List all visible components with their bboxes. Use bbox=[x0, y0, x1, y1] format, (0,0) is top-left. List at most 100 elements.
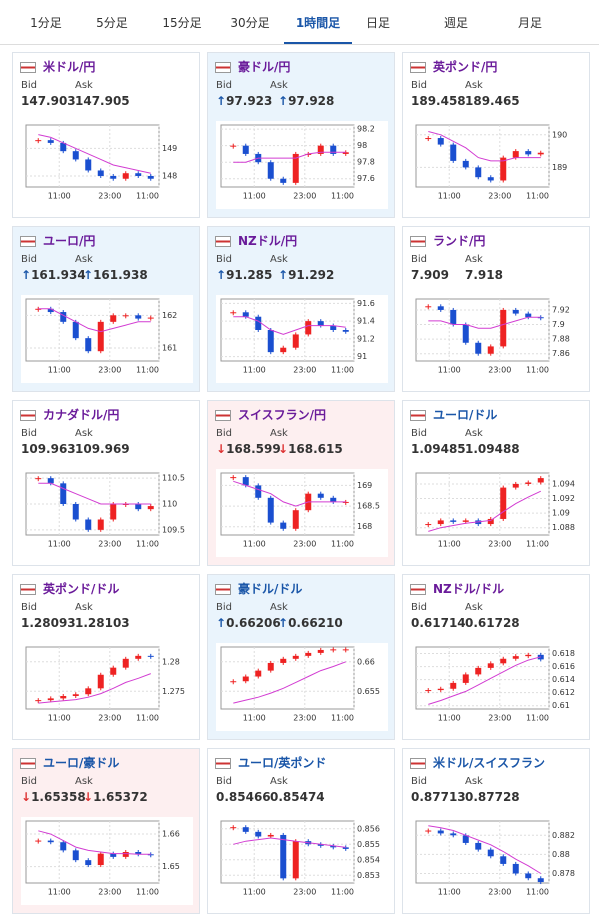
y-tick-label: 1.092 bbox=[552, 494, 575, 503]
rate-card[interactable]: 豪ドル/円 Bid Ask ↑97.923 ↑97.928 11:00 23:00 11:00… bbox=[207, 52, 395, 218]
tab[interactable]: 30分足 bbox=[230, 16, 270, 30]
rate-card[interactable]: 米ドル/円 Bid Ask 147.903 147.905 11:00 23:00 11:00… bbox=[12, 52, 200, 218]
rate-card[interactable]: 英ポンド/円 Bid Ask 189.458 189.465 11:00 23:00 11:0… bbox=[402, 52, 590, 218]
mini-chart: 11:00 23:00 11:00 1.66 1.65 bbox=[21, 817, 193, 905]
tab[interactable]: 1分足 bbox=[30, 16, 62, 30]
rate-card[interactable]: ユーロ/英ポンド Bid Ask 0.85466 0.85474 11:00 23:00 11… bbox=[207, 748, 395, 914]
y-tick-label: 189 bbox=[552, 163, 567, 172]
tab[interactable]: 日足 bbox=[365, 16, 390, 30]
tab[interactable]: 週足 bbox=[443, 16, 468, 30]
ask-label: Ask bbox=[465, 602, 483, 613]
x-tick-label: 11:00 bbox=[136, 888, 159, 897]
ask-value: ↓1.65372 bbox=[83, 790, 148, 804]
moving-average bbox=[233, 661, 346, 704]
rate-card[interactable]: 英ポンド/ドル Bid Ask 1.28093 1.28103 11:00 23:00 11:… bbox=[12, 574, 200, 740]
x-tick-label: 11:00 bbox=[438, 888, 461, 897]
pair-title[interactable]: 米ドル/スイスフラン bbox=[433, 756, 546, 770]
pair-title[interactable]: 豪ドル/ドル bbox=[238, 582, 303, 596]
y-tick-label: 1.66 bbox=[162, 830, 180, 839]
flag-icon bbox=[410, 758, 426, 769]
tab[interactable]: 5分足 bbox=[96, 16, 128, 30]
bid-value: 189.458 bbox=[411, 94, 466, 108]
pair-title[interactable]: NZドル/ドル bbox=[433, 582, 505, 596]
candle bbox=[425, 524, 432, 526]
rate-card[interactable]: 豪ドル/ドル Bid Ask ↑0.66206 ↑0.66210 11:00 23:00 11… bbox=[207, 574, 395, 740]
ask-price: 161.938 bbox=[93, 268, 148, 282]
candle bbox=[450, 520, 457, 522]
candle bbox=[135, 504, 142, 510]
pair-title[interactable]: ランド/円 bbox=[433, 234, 486, 248]
candle bbox=[500, 487, 507, 519]
mini-chart: 11:00 23:00 11:00 162 161 bbox=[21, 295, 193, 383]
candle bbox=[525, 873, 532, 879]
x-tick-label: 11:00 bbox=[136, 714, 159, 723]
rate-card[interactable]: ランド/円 Bid Ask 7.909 7.918 11:00 23:00 11:00 7.92… bbox=[402, 226, 590, 392]
bid-price: 161.934 bbox=[31, 268, 86, 282]
x-tick-label: 11:00 bbox=[48, 192, 71, 201]
ask-price: 109.969 bbox=[75, 442, 130, 456]
bid-label: Bid bbox=[21, 254, 37, 265]
x-tick-label: 11:00 bbox=[438, 540, 461, 549]
candle bbox=[425, 138, 432, 140]
bid-value: 147.903 bbox=[21, 94, 76, 108]
bid-label: Bid bbox=[216, 602, 232, 613]
rate-card[interactable]: 米ドル/スイスフラン Bid Ask 0.87713 0.87728 11:00 23:00… bbox=[402, 748, 590, 914]
candle bbox=[512, 151, 519, 158]
y-tick-label: 0.61 bbox=[552, 701, 570, 710]
rate-card[interactable]: スイスフラン/円 Bid Ask ↓168.599 ↓168.615 11:00 23:00… bbox=[207, 400, 395, 566]
pair-title[interactable]: 英ポンド/ドル bbox=[43, 582, 120, 596]
x-tick-label: 23:00 bbox=[488, 366, 511, 375]
mini-chart: 11:00 23:00 11:00 149 148 bbox=[21, 121, 193, 209]
pair-title[interactable]: ユーロ/豪ドル bbox=[43, 756, 120, 770]
pair-title[interactable]: ユーロ/ドル bbox=[433, 408, 498, 422]
rate-card[interactable]: NZドル/ドル Bid Ask 0.61714 0.61728 11:00 23:00 11:… bbox=[402, 574, 590, 740]
pair-title[interactable]: 米ドル/円 bbox=[43, 60, 96, 74]
candle bbox=[147, 655, 154, 657]
ask-value: ↓168.615 bbox=[278, 442, 343, 456]
pair-title[interactable]: NZドル/円 bbox=[238, 234, 298, 248]
rate-card[interactable]: ユーロ/豪ドル Bid Ask ↓1.65358 ↓1.65372 11:00 23:00 1… bbox=[12, 748, 200, 914]
y-tick-label: 98.2 bbox=[357, 125, 375, 134]
ask-value: 0.87728 bbox=[465, 790, 520, 804]
candle bbox=[135, 655, 142, 659]
rate-card[interactable]: ユーロ/円 Bid Ask ↑161.934 ↑161.938 11:00 23:00 11:… bbox=[12, 226, 200, 392]
pair-title[interactable]: ユーロ/円 bbox=[43, 234, 96, 248]
tab[interactable]: 15分足 bbox=[162, 16, 202, 30]
candle bbox=[72, 504, 79, 520]
candle bbox=[487, 663, 494, 668]
ask-value: 1.09488 bbox=[465, 442, 520, 456]
candle bbox=[280, 522, 287, 529]
flag-icon bbox=[410, 584, 426, 595]
candle bbox=[97, 519, 104, 530]
candle bbox=[97, 170, 104, 176]
candle bbox=[330, 845, 337, 848]
candle bbox=[437, 138, 444, 145]
candle bbox=[450, 833, 457, 836]
rate-card[interactable]: NZドル/円 Bid Ask ↑91.285 ↑91.292 11:00 23:00 11:0… bbox=[207, 226, 395, 392]
pair-title[interactable]: スイスフラン/円 bbox=[238, 408, 327, 422]
candle bbox=[242, 477, 249, 486]
tab[interactable]: 1時間足 bbox=[284, 0, 352, 44]
candle bbox=[97, 674, 104, 689]
ask-price: 7.918 bbox=[465, 268, 503, 282]
tab[interactable]: 月足 bbox=[517, 16, 542, 30]
x-tick-label: 11:00 bbox=[526, 192, 549, 201]
y-tick-label: 169 bbox=[357, 481, 372, 490]
x-tick-label: 11:00 bbox=[48, 366, 71, 375]
pair-title[interactable]: 豪ドル/円 bbox=[238, 60, 291, 74]
pair-title[interactable]: 英ポンド/円 bbox=[433, 60, 498, 74]
y-tick-label: 0.854 bbox=[357, 855, 380, 864]
y-tick-label: 0.616 bbox=[552, 662, 575, 671]
moving-average bbox=[428, 131, 541, 162]
pair-title[interactable]: カナダドル/円 bbox=[43, 408, 120, 422]
rate-card[interactable]: カナダドル/円 Bid Ask 109.963 109.969 11:00 23:00 11:… bbox=[12, 400, 200, 566]
pair-title[interactable]: ユーロ/英ポンド bbox=[238, 756, 327, 770]
candle bbox=[230, 477, 237, 479]
moving-average bbox=[233, 837, 346, 848]
candle bbox=[512, 483, 519, 488]
ask-price: 0.85474 bbox=[270, 790, 325, 804]
x-tick-label: 11:00 bbox=[438, 366, 461, 375]
candle bbox=[342, 152, 349, 154]
plot-frame bbox=[220, 820, 355, 884]
rate-card[interactable]: ユーロ/ドル Bid Ask 1.09485 1.09488 11:00 23:00 11:0… bbox=[402, 400, 590, 566]
